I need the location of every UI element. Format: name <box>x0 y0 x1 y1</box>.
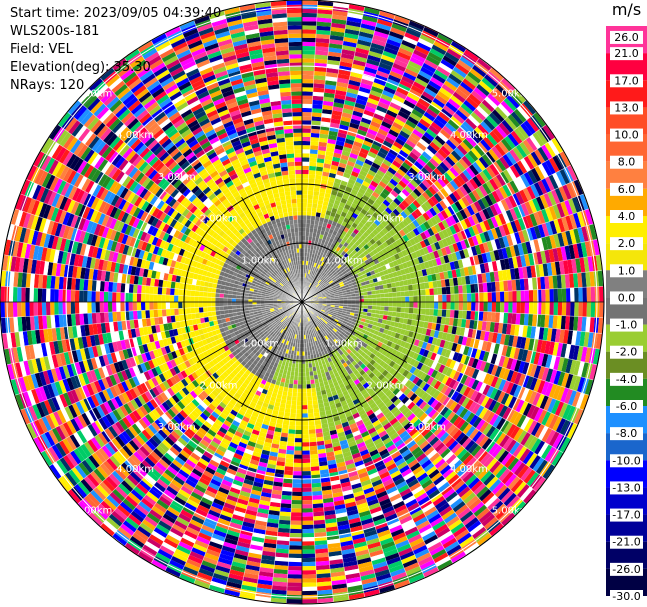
colorbar-label-bg <box>610 400 643 413</box>
colorbar-tick-label: 0.0 <box>618 291 636 304</box>
colorbar-label-bg <box>610 508 643 522</box>
colorbar-label-bg <box>610 345 643 359</box>
range-ring-label: 5.00km <box>492 88 530 99</box>
colorbar-tick-label: 8.0 <box>618 156 636 169</box>
range-ring-label: 4.00km <box>116 464 154 475</box>
range-ring-label: 4.00km <box>116 130 154 141</box>
range-ring-label: 5.00km <box>492 506 530 517</box>
range-ring-label: 1.00km <box>325 255 363 266</box>
range-ring-label: 5.00km <box>74 506 112 517</box>
range-ring-label: 1.00km <box>325 339 363 350</box>
colorbar-tick-label: -4.0 <box>616 373 637 386</box>
colorbar-label-bg <box>610 454 643 468</box>
range-ring-label: 3.00km <box>158 422 196 433</box>
colorbar-label-bg <box>610 237 643 251</box>
range-ring-label: 2.00km <box>200 214 238 225</box>
colorbar-tick-label: -8.0 <box>616 427 637 440</box>
colorbar-tick-label: -13.0 <box>612 481 640 494</box>
colorbar-tick-label: 13.0 <box>614 101 639 114</box>
colorbar-tick-label: -1.0 <box>616 319 637 332</box>
range-ring-label: 3.00km <box>408 422 446 433</box>
colorbar-label-bg <box>610 590 643 603</box>
colorbar: 26.0 21.0 17.0 13.0 10.0 8.0 6.0 4.0 2.0 1.0 0.0 -1… <box>606 0 647 607</box>
colorbar-label-bg <box>610 47 643 61</box>
colorbar-label-bg <box>610 427 643 441</box>
colorbar-label-bg <box>610 481 643 495</box>
colorbar-label-bg <box>610 535 643 549</box>
colorbar-tick-label: 4.0 <box>618 210 636 223</box>
range-ring-label: 2.00km <box>367 380 405 391</box>
start-time-text: Start time: 2023/09/05 04:39:40 <box>10 6 222 21</box>
colorbar-label-bg <box>610 372 643 386</box>
colorbar-tick-label: -6.0 <box>616 400 637 413</box>
colorbar-label-bg <box>610 318 643 332</box>
colorbar-label-bg <box>610 30 643 44</box>
elevation-text: Elevation(deg): 35.30 <box>10 60 151 75</box>
colorbar-tick-label: 10.0 <box>614 129 639 142</box>
colorbar-tick-label: -10.0 <box>612 454 640 467</box>
ray-separators <box>0 0 604 604</box>
colorbar-tick-label: 1.0 <box>618 264 636 277</box>
range-ring-label: 4.00km <box>450 464 488 475</box>
range-ring-label: 2.00km <box>367 214 405 225</box>
colorbar-tick-label: -21.0 <box>612 536 640 549</box>
range-ring-label: 2.00km <box>200 380 238 391</box>
colorbar-label-bg <box>610 264 643 278</box>
colorbar-label-bg <box>610 155 643 169</box>
instrument-text: WLS200s-181 <box>10 24 100 39</box>
range-ring-label: 3.00km <box>158 172 196 183</box>
colorbar-tick-label: 17.0 <box>614 74 639 87</box>
colorbar-tick-label: 26.0 <box>614 31 639 44</box>
colorbar-tick-label: -2.0 <box>616 346 637 359</box>
colorbar-label-bg <box>610 210 643 223</box>
range-ring-label: 4.00km <box>450 130 488 141</box>
colorbar-tick-label: -30.0 <box>612 590 640 603</box>
colorbar-tick-label: 2.0 <box>618 237 636 250</box>
colorbar-unit: m/s <box>611 0 642 19</box>
colorbar-tick-label: 21.0 <box>614 47 639 60</box>
range-ring-label: 3.00km <box>408 172 446 183</box>
range-ring-label: 1.00km <box>241 339 279 350</box>
colorbar-tick-label: -26.0 <box>612 563 640 576</box>
colorbar-tick-label: 6.0 <box>618 183 636 196</box>
colorbar-label-bg <box>610 182 643 196</box>
colorbar-label-bg <box>610 562 643 576</box>
field-text: Field: VEL <box>10 42 73 57</box>
info-block: Start time: 2023/09/05 04:39:40 WLS200s-… <box>10 5 221 95</box>
nrays-text: NRays: 120 <box>10 78 85 93</box>
range-ring-label: 1.00km <box>241 255 279 266</box>
colorbar-label-bg <box>610 74 643 88</box>
range-ring-label: 5.00km <box>74 88 112 99</box>
colorbar-label-bg <box>610 291 643 305</box>
colorbar-label-bg <box>610 128 643 142</box>
colorbar-label-bg <box>610 101 643 115</box>
colorbar-tick-label: -17.0 <box>612 509 640 522</box>
ppi-boundary <box>0 0 605 605</box>
azimuth-spokes <box>0 0 604 604</box>
colorbar-svg: 26.0 21.0 17.0 13.0 10.0 8.0 6.0 4.0 2.0 1.0 0.0 -1… <box>606 26 647 603</box>
